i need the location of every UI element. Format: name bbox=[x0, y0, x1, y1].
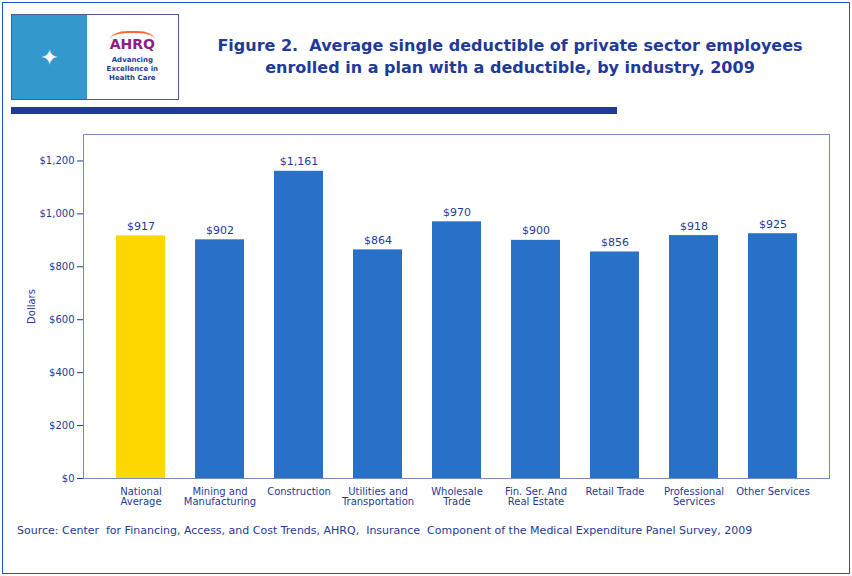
svg-text:$600: $600 bbox=[49, 314, 74, 325]
svg-text:$1,000: $1,000 bbox=[40, 208, 75, 219]
html-text:AHRQ: AHRQ bbox=[109, 35, 155, 52]
svg-text:$800: $800 bbox=[49, 261, 74, 272]
svg-text:$400: $400 bbox=[49, 367, 74, 378]
svg-text:Dollars: Dollars bbox=[26, 289, 37, 324]
svg-text:ProfessionalServices: ProfessionalServices bbox=[664, 486, 724, 507]
svg-text:$200: $200 bbox=[49, 420, 74, 431]
svg-text:$856: $856 bbox=[601, 236, 629, 249]
svg-text:Mining andManufacturing: Mining andManufacturing bbox=[184, 486, 256, 507]
svg-text:$925: $925 bbox=[759, 218, 787, 231]
svg-text:$1,200: $1,200 bbox=[40, 155, 75, 166]
svg-text:$917: $917 bbox=[127, 220, 155, 233]
svg-text:Fin. Ser. AndReal Estate: Fin. Ser. AndReal Estate bbox=[505, 486, 567, 507]
svg-text:Construction: Construction bbox=[267, 486, 331, 497]
svg-text:Retail Trade: Retail Trade bbox=[586, 486, 645, 497]
svg-text:Utilities andTransportation: Utilities andTransportation bbox=[341, 486, 414, 507]
svg-text:$970: $970 bbox=[443, 206, 471, 219]
html-text:Source: Center for Financing,: Source: Center for Financing, Access, an… bbox=[17, 524, 753, 537]
svg-text:NationalAverage: NationalAverage bbox=[120, 486, 162, 507]
svg-text:$864: $864 bbox=[364, 234, 392, 247]
svg-text:$918: $918 bbox=[680, 220, 708, 233]
svg-text:WholesaleTrade: WholesaleTrade bbox=[431, 486, 483, 507]
svg-text:Other Services: Other Services bbox=[736, 486, 810, 497]
svg-text:$1,161: $1,161 bbox=[280, 155, 319, 168]
svg-text:$900: $900 bbox=[522, 224, 550, 237]
html-text:Advancing Excellence in Health: Advancing Excellence in Health Care bbox=[106, 55, 159, 82]
svg-text:$902: $902 bbox=[206, 224, 234, 237]
svg-text:$0: $0 bbox=[62, 473, 75, 484]
html-text:Figure 2. Average single deduc: Figure 2. Average single deductible of p… bbox=[217, 35, 803, 77]
